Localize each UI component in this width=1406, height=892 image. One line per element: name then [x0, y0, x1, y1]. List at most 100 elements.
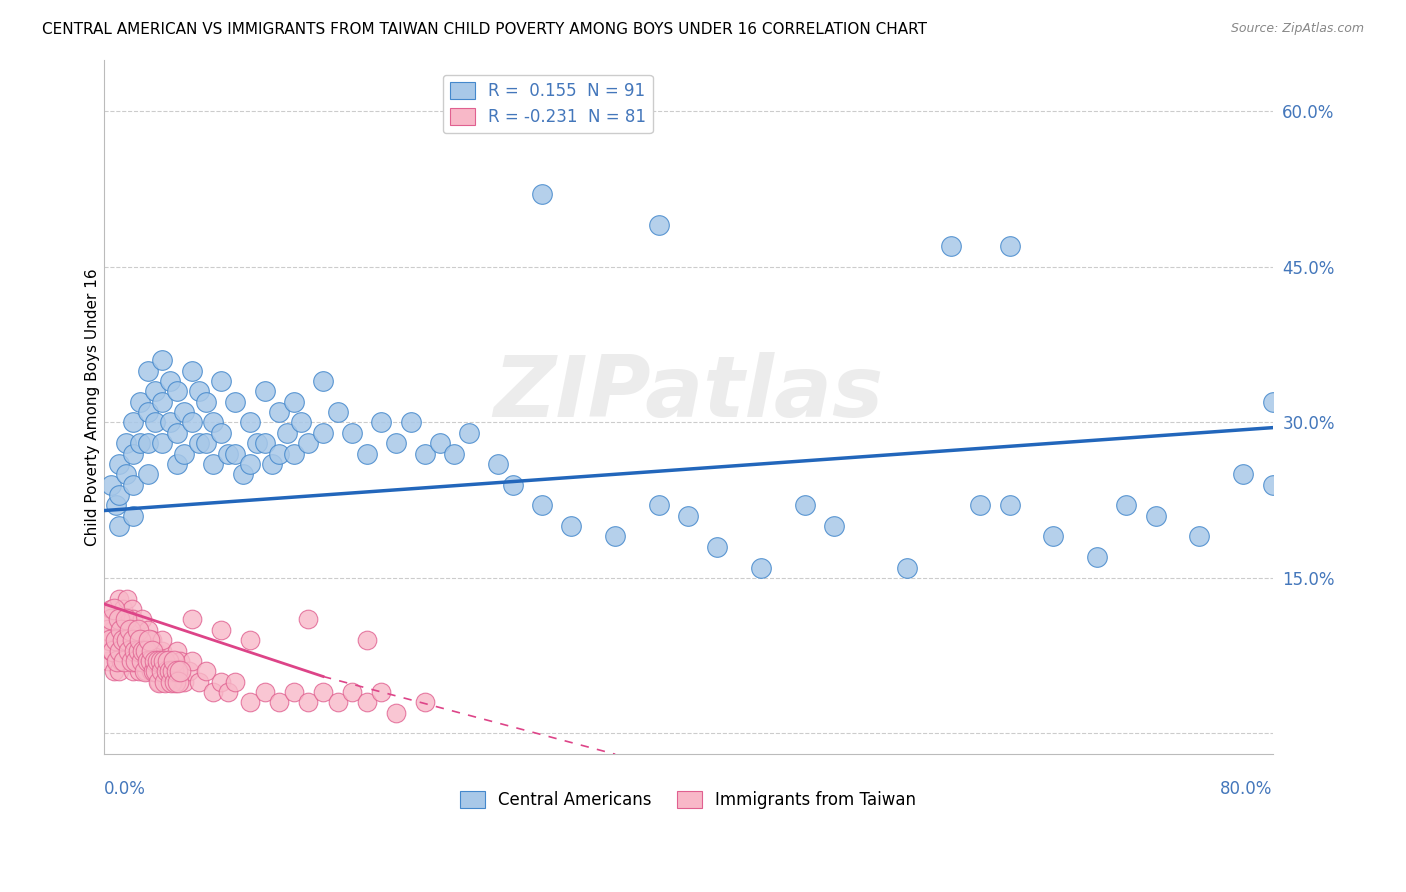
Point: [486, 457, 509, 471]
Point: [107, 665, 129, 679]
Point: [107, 643, 129, 657]
Point: [136, 654, 159, 668]
Point: [122, 477, 145, 491]
Point: [1042, 529, 1064, 543]
Point: [155, 654, 177, 668]
Y-axis label: Child Poverty Among Boys Under 16: Child Poverty Among Boys Under 16: [86, 268, 100, 546]
Point: [127, 623, 149, 637]
Point: [112, 654, 135, 668]
Point: [356, 446, 378, 460]
Point: [117, 633, 139, 648]
Point: [132, 654, 155, 668]
Point: [129, 436, 152, 450]
Point: [139, 665, 162, 679]
Point: [120, 654, 142, 668]
Point: [246, 436, 269, 450]
Point: [101, 623, 124, 637]
Point: [107, 612, 129, 626]
Point: [676, 508, 699, 523]
Point: [239, 416, 262, 430]
Text: CENTRAL AMERICAN VS IMMIGRANTS FROM TAIWAN CHILD POVERTY AMONG BOYS UNDER 16 COR: CENTRAL AMERICAN VS IMMIGRANTS FROM TAIW…: [42, 22, 927, 37]
Point: [173, 674, 195, 689]
Point: [124, 643, 146, 657]
Point: [143, 416, 166, 430]
Point: [136, 363, 159, 377]
Point: [141, 633, 163, 648]
Point: [502, 477, 524, 491]
Point: [143, 654, 166, 668]
Point: [1261, 477, 1284, 491]
Point: [195, 436, 218, 450]
Point: [209, 674, 232, 689]
Point: [312, 425, 335, 440]
Point: [385, 706, 408, 720]
Point: [312, 685, 335, 699]
Point: [124, 623, 146, 637]
Point: [209, 425, 232, 440]
Point: [166, 425, 188, 440]
Point: [104, 633, 127, 648]
Point: [385, 436, 408, 450]
Point: [269, 446, 291, 460]
Point: [111, 633, 134, 648]
Point: [163, 654, 186, 668]
Point: [297, 436, 319, 450]
Point: [239, 633, 262, 648]
Point: [162, 674, 184, 689]
Point: [120, 623, 142, 637]
Point: [156, 674, 179, 689]
Point: [998, 499, 1021, 513]
Point: [100, 612, 122, 626]
Point: [143, 643, 166, 657]
Point: [173, 446, 195, 460]
Point: [239, 695, 262, 709]
Point: [150, 633, 173, 648]
Point: [125, 654, 148, 668]
Point: [97, 623, 120, 637]
Point: [122, 633, 145, 648]
Point: [122, 416, 145, 430]
Point: [143, 384, 166, 399]
Point: [162, 665, 184, 679]
Point: [166, 384, 188, 399]
Point: [138, 633, 160, 648]
Point: [283, 685, 305, 699]
Point: [118, 623, 141, 637]
Text: 0.0%: 0.0%: [104, 780, 146, 798]
Point: [103, 665, 125, 679]
Point: [224, 674, 246, 689]
Point: [224, 446, 246, 460]
Point: [145, 665, 167, 679]
Point: [413, 446, 436, 460]
Point: [443, 446, 465, 460]
Point: [135, 665, 157, 679]
Point: [253, 436, 276, 450]
Point: [103, 602, 125, 616]
Point: [166, 457, 188, 471]
Point: [138, 643, 160, 657]
Point: [297, 612, 319, 626]
Point: [110, 623, 132, 637]
Point: [96, 633, 118, 648]
Point: [195, 665, 218, 679]
Point: [145, 665, 167, 679]
Text: ZIPatlas: ZIPatlas: [494, 351, 883, 434]
Point: [136, 467, 159, 482]
Point: [146, 654, 169, 668]
Point: [283, 446, 305, 460]
Point: [128, 665, 150, 679]
Point: [297, 695, 319, 709]
Point: [239, 457, 262, 471]
Text: Source: ZipAtlas.com: Source: ZipAtlas.com: [1230, 22, 1364, 36]
Point: [749, 560, 772, 574]
Point: [135, 643, 157, 657]
Point: [104, 633, 127, 648]
Point: [253, 384, 276, 399]
Point: [110, 654, 132, 668]
Point: [155, 674, 177, 689]
Point: [169, 665, 191, 679]
Point: [166, 665, 188, 679]
Point: [118, 643, 141, 657]
Point: [122, 508, 145, 523]
Point: [142, 665, 165, 679]
